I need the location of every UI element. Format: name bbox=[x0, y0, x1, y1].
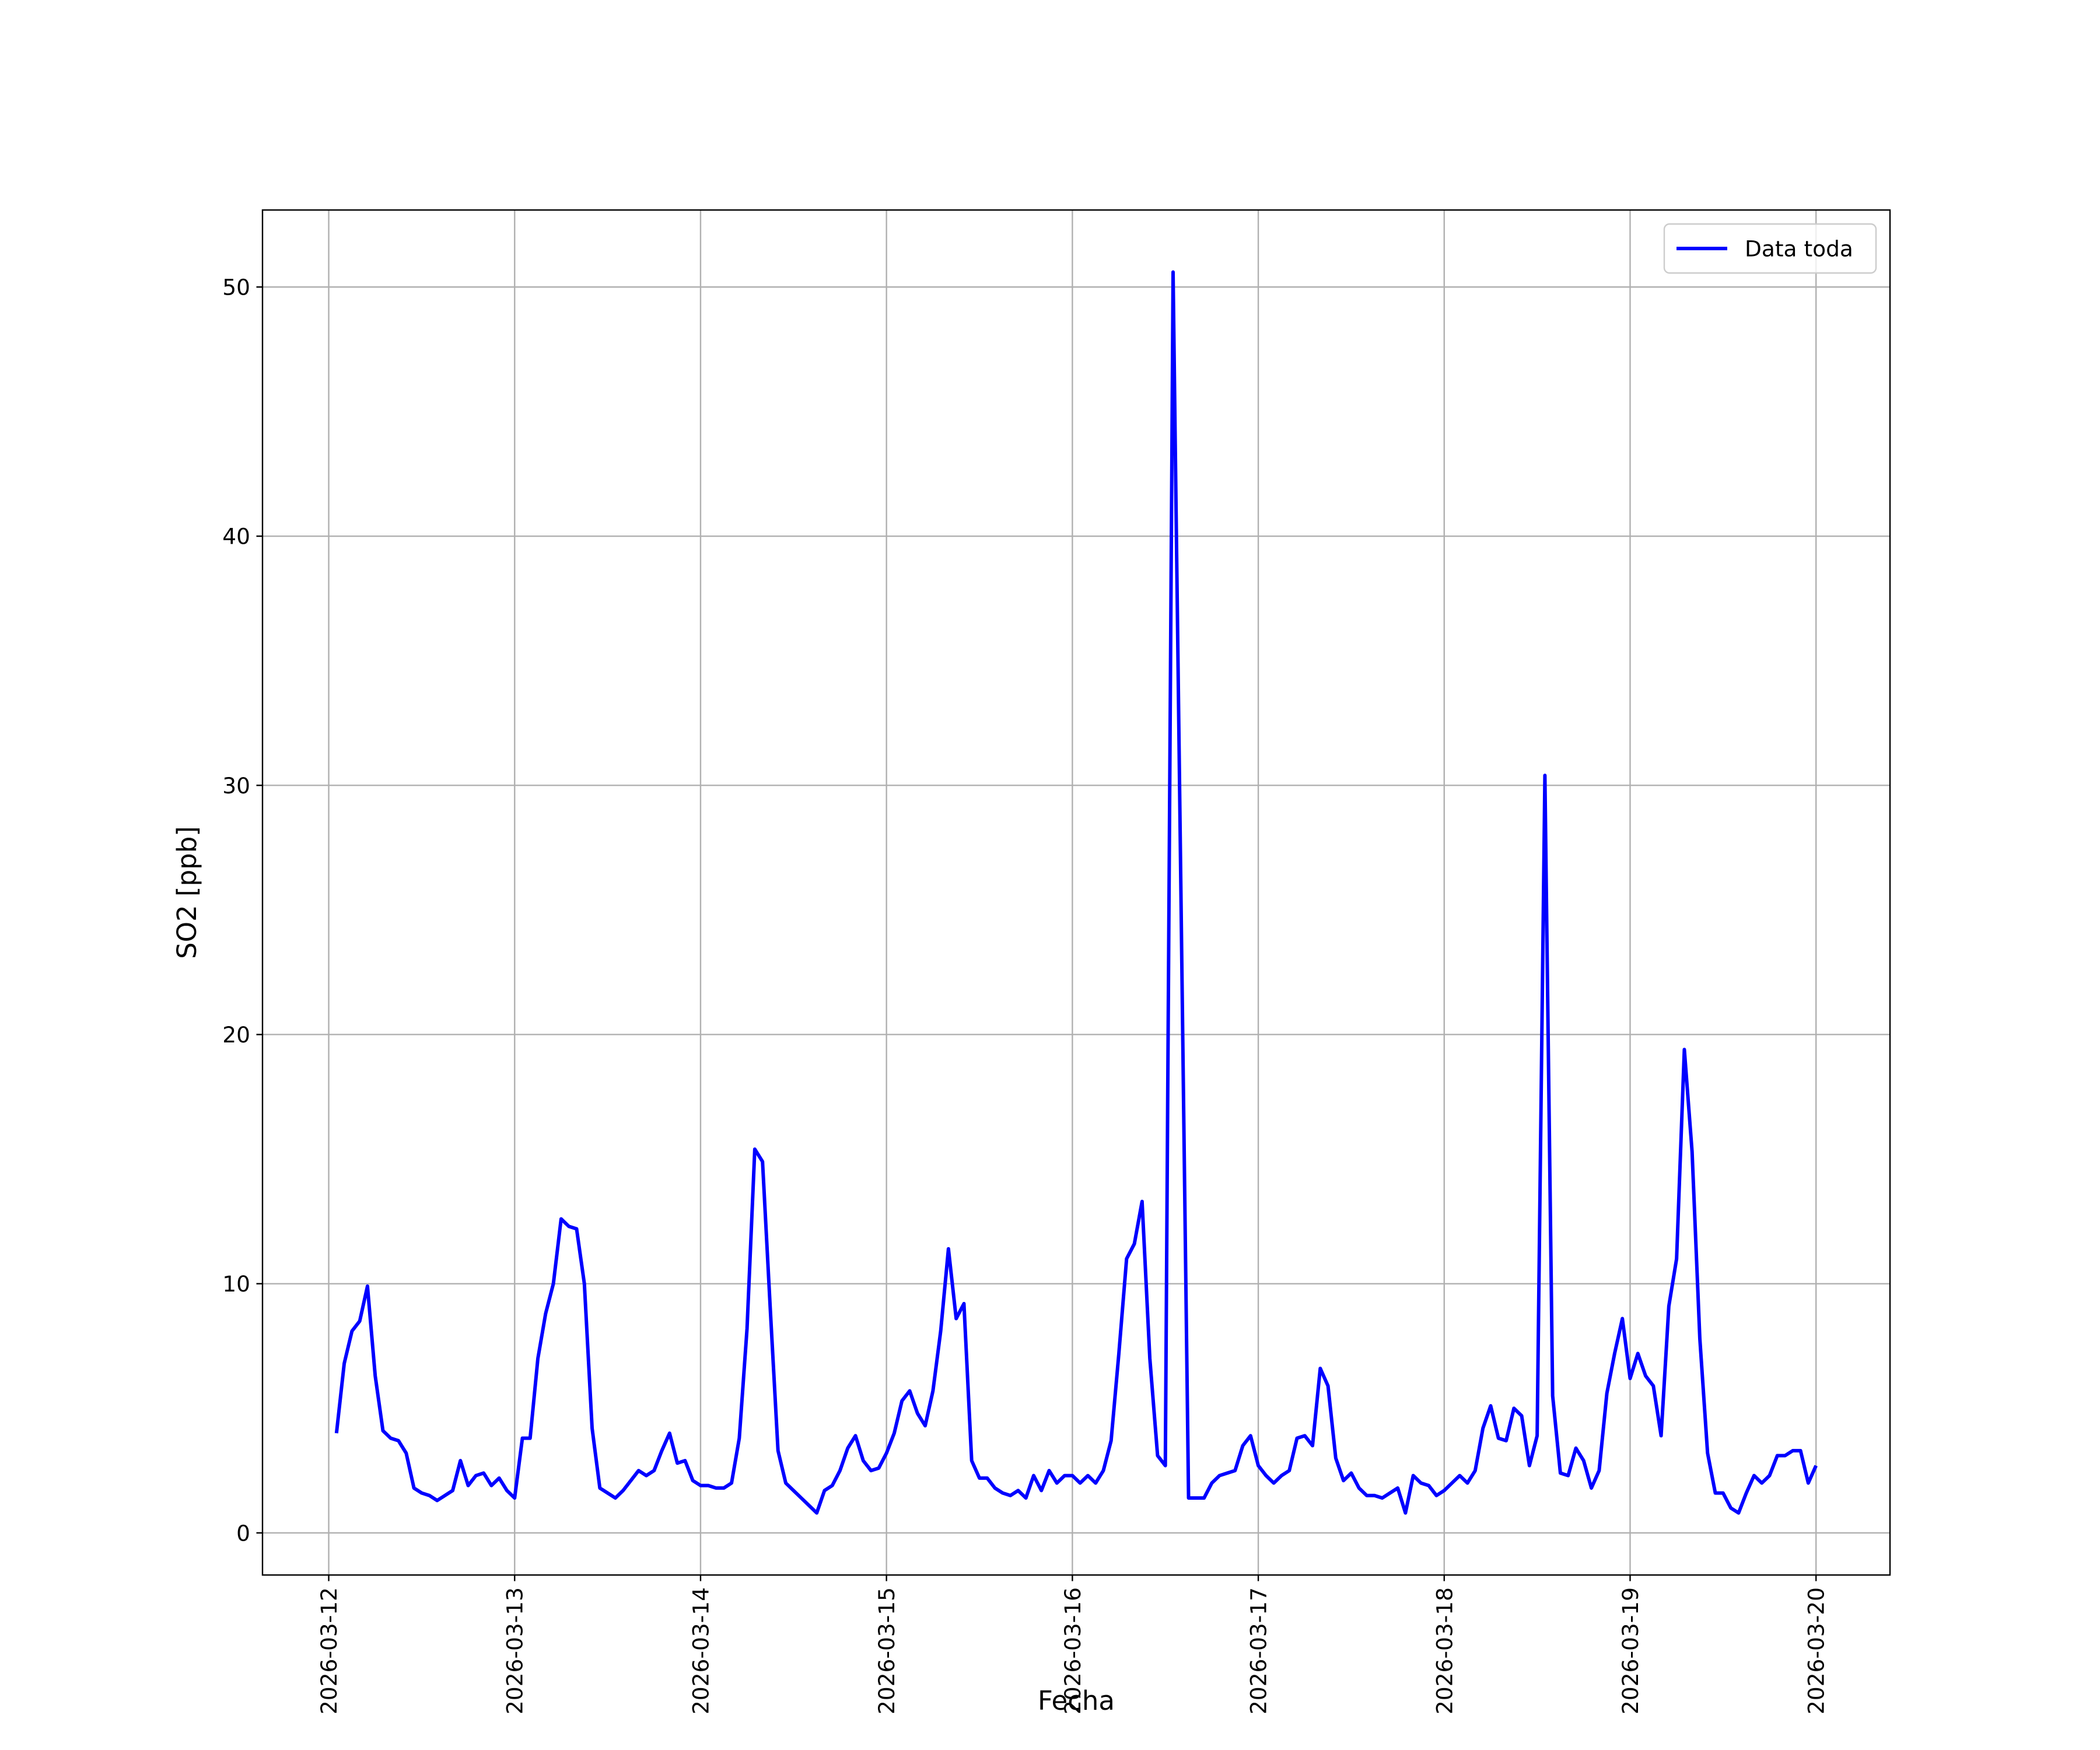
x-tick-label: 2026-03-17 bbox=[1246, 1587, 1272, 1714]
x-tick-label: 2026-03-15 bbox=[874, 1587, 900, 1714]
legend-label: Data toda bbox=[1745, 236, 1853, 262]
y-tick-label: 50 bbox=[222, 274, 250, 300]
y-tick-label: 10 bbox=[222, 1271, 250, 1297]
x-axis-label: Fecha bbox=[1038, 1685, 1115, 1716]
x-tick-label: 2026-03-16 bbox=[1060, 1587, 1086, 1714]
x-tick-label: 2026-03-20 bbox=[1804, 1587, 1829, 1714]
y-tick-label: 30 bbox=[222, 773, 250, 799]
x-tick-label: 2026-03-19 bbox=[1618, 1587, 1643, 1714]
data-line bbox=[334, 270, 1818, 1515]
y-tick-label: 0 bbox=[236, 1520, 250, 1546]
legend-box bbox=[1663, 223, 1877, 274]
y-tick-label: 40 bbox=[222, 524, 250, 550]
axes-frame bbox=[261, 209, 1891, 1576]
x-tick-label: 2026-03-18 bbox=[1432, 1587, 1457, 1714]
x-tick-label: 2026-03-13 bbox=[502, 1587, 528, 1714]
x-tick-label: 2026-03-14 bbox=[688, 1587, 713, 1714]
y-axis-label: SO2 [ppb] bbox=[172, 826, 202, 959]
x-tick-label: 2026-03-12 bbox=[316, 1587, 342, 1714]
y-tick-label: 20 bbox=[222, 1022, 250, 1048]
